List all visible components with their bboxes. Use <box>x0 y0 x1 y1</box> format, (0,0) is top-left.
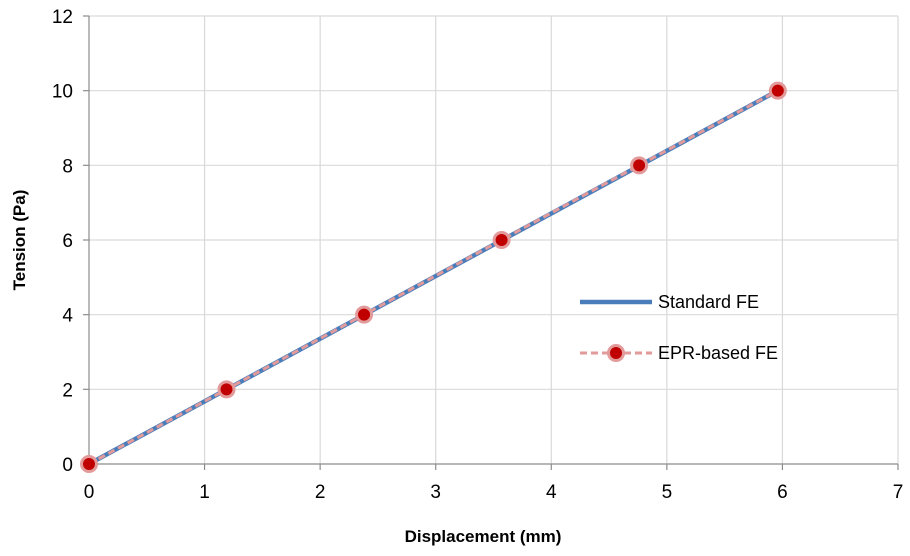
x-tick-label-4: 4 <box>546 482 557 503</box>
series-line-epr-based-fe <box>88 89 779 466</box>
x-tick-label-5: 5 <box>662 482 673 503</box>
x-tick-label-3: 3 <box>430 482 441 503</box>
y-tick-label-8: 8 <box>62 156 73 177</box>
legend-label-standard-fe: Standard FE <box>658 292 759 312</box>
legend-marker-epr-based-fe <box>607 344 625 362</box>
y-tick-label-12: 12 <box>52 7 73 28</box>
y-tick-label-10: 10 <box>52 82 73 103</box>
y-tick-label-4: 4 <box>62 306 73 327</box>
x-tick-label-2: 2 <box>315 482 326 503</box>
data-point-epr-4 <box>630 156 649 175</box>
data-point-epr-0 <box>80 455 98 473</box>
x-tick-label-0: 0 <box>84 482 95 503</box>
x-tick-label-7: 7 <box>893 482 904 503</box>
legend-label-epr-based-fe: EPR-based FE <box>658 343 778 363</box>
data-point-epr-2 <box>355 305 374 324</box>
data-point-epr-5 <box>768 81 787 100</box>
y-tick-label-2: 2 <box>62 380 73 401</box>
legend: Standard FE EPR-based FE <box>580 292 778 363</box>
data-point-epr-1 <box>217 380 236 399</box>
y-axis-title: Tension (Pa) <box>10 190 29 291</box>
data-point-epr-3 <box>492 231 511 249</box>
y-tick-label-0: 0 <box>62 455 73 476</box>
x-tick-label-6: 6 <box>777 482 788 503</box>
series <box>80 81 787 473</box>
y-tick-label-6: 6 <box>62 231 73 252</box>
x-axis-title: Displacement (mm) <box>405 527 562 546</box>
x-tick-label-1: 1 <box>199 482 210 503</box>
